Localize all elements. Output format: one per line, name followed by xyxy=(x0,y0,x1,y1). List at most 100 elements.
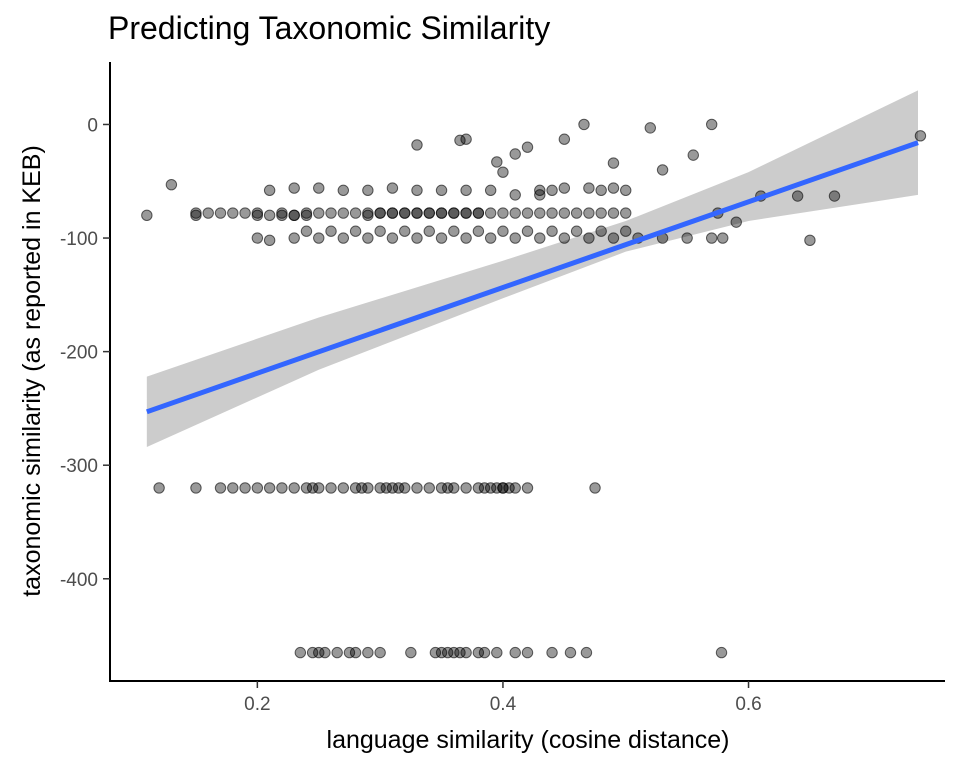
data-point xyxy=(534,232,546,244)
data-point xyxy=(313,482,325,494)
data-point xyxy=(386,232,399,244)
data-point xyxy=(580,646,593,659)
confidence-band-layer xyxy=(146,90,918,448)
data-point xyxy=(392,482,405,494)
data-point xyxy=(472,646,485,659)
data-point xyxy=(411,482,423,494)
data-point xyxy=(717,232,729,244)
data-point xyxy=(491,482,503,494)
data-point xyxy=(411,232,423,244)
data-point xyxy=(497,225,509,237)
data-point xyxy=(306,646,319,659)
data-point xyxy=(165,178,178,191)
data-point xyxy=(546,225,558,237)
data-point xyxy=(349,207,362,219)
data-point xyxy=(558,133,571,145)
data-point xyxy=(454,646,466,659)
data-point xyxy=(313,207,325,219)
data-point xyxy=(460,232,472,244)
data-point xyxy=(141,209,153,222)
data-point xyxy=(386,182,399,194)
data-point xyxy=(472,207,485,219)
data-point xyxy=(558,182,571,194)
data-point xyxy=(227,482,239,494)
y-tick-label: -400 xyxy=(60,570,98,591)
data-point xyxy=(521,482,534,494)
fit-line-layer xyxy=(146,140,919,415)
data-point xyxy=(306,482,319,494)
data-point xyxy=(705,232,718,244)
data-point xyxy=(288,482,300,494)
data-point xyxy=(337,207,350,219)
data-point xyxy=(374,646,386,659)
data-point xyxy=(460,482,472,494)
data-point xyxy=(454,134,466,147)
confidence-band xyxy=(146,90,918,448)
data-point xyxy=(313,232,325,244)
x-tick-label: 0.6 xyxy=(735,694,761,715)
data-point xyxy=(239,482,251,494)
data-point xyxy=(386,207,399,219)
data-point xyxy=(435,184,448,197)
y-tick-label: -300 xyxy=(60,456,98,477)
y-tick-label: 0 xyxy=(87,115,98,136)
data-point xyxy=(595,225,607,237)
data-point xyxy=(583,232,595,244)
data-point xyxy=(589,482,601,494)
data-point xyxy=(374,207,386,219)
data-point xyxy=(337,184,350,197)
data-point xyxy=(399,207,411,219)
data-point xyxy=(411,139,423,151)
data-point xyxy=(214,482,227,494)
data-point xyxy=(276,207,288,219)
data-point xyxy=(411,207,423,219)
data-point xyxy=(564,646,577,659)
data-point xyxy=(399,225,411,237)
x-axis-ticks: 0.2 0.4 0.6 xyxy=(244,681,762,715)
data-point xyxy=(687,149,699,161)
data-point xyxy=(484,482,497,494)
data-point xyxy=(325,225,337,237)
data-point xyxy=(251,482,264,494)
data-point xyxy=(478,482,491,494)
data-point xyxy=(300,207,313,219)
data-point xyxy=(583,182,595,194)
data-point xyxy=(503,482,515,494)
y-tick-label: -100 xyxy=(60,229,98,250)
data-point xyxy=(362,646,374,659)
data-point xyxy=(386,482,399,494)
y-axis-title: taxonomic similarity (as reported in KEB… xyxy=(18,145,46,597)
x-axis-title: language similarity (cosine distance) xyxy=(327,726,730,754)
data-point xyxy=(791,190,804,202)
data-point xyxy=(607,157,620,169)
data-point xyxy=(423,225,435,237)
data-point xyxy=(405,646,417,659)
data-point xyxy=(460,207,472,219)
points-layer xyxy=(141,118,927,659)
data-point xyxy=(153,482,165,494)
data-point xyxy=(300,225,313,237)
data-point xyxy=(319,646,331,659)
data-point xyxy=(730,216,742,228)
data-point xyxy=(620,225,632,237)
data-point xyxy=(349,646,362,659)
data-point xyxy=(435,207,448,219)
data-point xyxy=(331,646,343,659)
data-point xyxy=(509,207,521,219)
data-point xyxy=(435,646,448,659)
data-point xyxy=(460,646,472,659)
data-point xyxy=(313,646,325,659)
data-point xyxy=(534,189,546,201)
data-point xyxy=(441,482,454,494)
data-point xyxy=(239,207,251,219)
data-point xyxy=(472,225,485,237)
data-point xyxy=(356,482,368,494)
data-point xyxy=(804,234,816,247)
data-point xyxy=(300,482,313,494)
data-point xyxy=(349,225,362,237)
data-point xyxy=(583,207,595,219)
data-point xyxy=(343,646,356,659)
data-point xyxy=(441,646,454,659)
data-point xyxy=(509,646,521,659)
data-point xyxy=(423,207,435,219)
